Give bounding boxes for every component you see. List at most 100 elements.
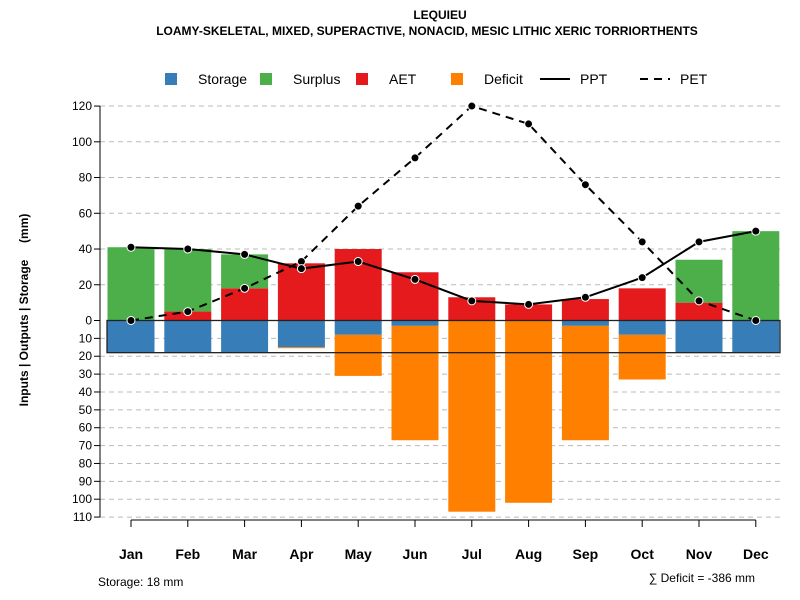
pet-point xyxy=(524,119,534,129)
ppt-point xyxy=(296,264,306,274)
surplus-bar-dec xyxy=(732,231,780,321)
ppt-point xyxy=(580,292,590,302)
pet-point xyxy=(751,316,761,325)
legend-swatch-surplus xyxy=(260,73,272,85)
surplus-bar-jan xyxy=(107,247,155,321)
pet-line xyxy=(130,104,757,322)
storage-bar-mar xyxy=(221,320,269,353)
pet-point xyxy=(410,153,420,163)
ppt-point xyxy=(183,244,193,254)
y-tick-label: 90 xyxy=(79,474,93,488)
x-tick-label-feb: Feb xyxy=(175,546,200,562)
legend-swatch-deficit xyxy=(451,73,463,85)
legend-label-ppt: PPT xyxy=(580,71,608,87)
y-tick-label: 80 xyxy=(79,456,93,470)
x-tick-label-jul: Jul xyxy=(462,546,482,562)
pet-point xyxy=(580,180,590,190)
surplus-bar-feb xyxy=(164,249,212,312)
ppt-point xyxy=(240,249,250,259)
ppt-point xyxy=(126,242,136,252)
x-tick-label-mar: Mar xyxy=(232,546,257,562)
x-tick-label-apr: Apr xyxy=(289,546,314,562)
ppt-line xyxy=(130,230,756,306)
y-tick-label: 0 xyxy=(85,314,92,328)
deficit-bar-aug xyxy=(505,320,553,503)
deficit-bar-jul xyxy=(448,320,496,512)
aet-bar-nov xyxy=(675,302,723,321)
y-tick-label: 120 xyxy=(72,99,92,113)
storage-bar-may xyxy=(334,320,382,335)
pet-point xyxy=(126,316,136,325)
deficit-sum: ∑ Deficit = -386 mm xyxy=(649,571,755,585)
chart-subtitle: LOAMY-SKELETAL, MIXED, SUPERACTIVE, NONA… xyxy=(156,24,698,38)
x-tick-label-sep: Sep xyxy=(573,546,599,562)
y-tick-label: 100 xyxy=(72,492,92,506)
y-tick-label: 110 xyxy=(73,510,92,524)
ppt-point xyxy=(694,237,704,247)
x-tick-label-may: May xyxy=(345,546,372,562)
ppt-point xyxy=(751,226,761,236)
storage-bar-dec xyxy=(732,320,780,353)
y-tick-label: 50 xyxy=(79,403,93,417)
storage-bar-sep xyxy=(561,320,609,326)
aet-bar-oct xyxy=(618,288,666,321)
y-tick-label: 40 xyxy=(79,242,93,256)
y-tick-label: 100 xyxy=(72,135,92,149)
ppt-point xyxy=(467,296,477,306)
x-tick-label-oct: Oct xyxy=(631,546,655,562)
aet-bar-aug xyxy=(505,304,553,321)
surplus-bar-mar xyxy=(221,254,269,289)
legend-label-surplus: Surplus xyxy=(293,71,340,87)
legend-label-storage: Storage xyxy=(198,71,247,87)
legend-swatch-storage xyxy=(165,73,177,85)
deficit-bar-jun xyxy=(391,325,439,441)
deficit-bar-sep xyxy=(561,325,609,441)
deficit-bar-apr xyxy=(277,347,325,349)
storage-capacity-box xyxy=(106,319,781,354)
y-axis-label: Inputs | Outputs | Storage (mm) xyxy=(17,214,31,407)
x-tick-label-jun: Jun xyxy=(403,546,428,562)
legend-label-aet: AET xyxy=(389,71,417,87)
pet-point xyxy=(467,101,477,111)
surplus-bar-nov xyxy=(675,259,723,303)
aet-bar-mar xyxy=(221,288,269,321)
storage-bar-jun xyxy=(391,320,439,326)
ppt-point xyxy=(637,273,647,283)
deficit-bar-may xyxy=(334,334,382,376)
aet-bar-sep xyxy=(561,299,609,321)
deficit-bar-oct xyxy=(618,334,666,380)
pet-point xyxy=(183,307,193,317)
aet-bar-jul xyxy=(448,297,496,321)
ppt-point xyxy=(410,274,420,284)
storage-note: Storage: 18 mm xyxy=(98,575,183,589)
y-tick-label: 60 xyxy=(79,421,93,435)
ppt-point xyxy=(524,299,534,309)
x-tick-label-nov: Nov xyxy=(686,546,713,562)
y-tick-label: 10 xyxy=(79,331,93,345)
storage-bar-nov xyxy=(675,320,723,353)
storage-bar-jan xyxy=(107,320,155,353)
storage-bar-feb xyxy=(164,320,212,353)
ppt-point xyxy=(353,257,363,267)
y-tick-label: 40 xyxy=(79,385,93,399)
legend-label-pet: PET xyxy=(680,71,708,87)
chart-title: LEQUIEU xyxy=(413,8,466,22)
storage-bar-oct xyxy=(618,320,666,335)
pet-point xyxy=(694,296,704,306)
x-tick-label-jan: Jan xyxy=(119,546,143,562)
x-tick-label-dec: Dec xyxy=(743,546,769,562)
y-tick-label: 20 xyxy=(79,349,93,363)
pet-point xyxy=(353,201,363,211)
y-tick-label: 80 xyxy=(79,171,93,185)
storage-bar-apr xyxy=(277,320,325,348)
pet-point xyxy=(240,283,250,293)
x-tick-label-aug: Aug xyxy=(515,546,542,562)
y-tick-label: 60 xyxy=(79,206,93,220)
y-tick-label: 30 xyxy=(79,367,93,381)
y-tick-label: 70 xyxy=(79,439,93,453)
y-tick-label: 20 xyxy=(79,278,93,292)
pet-point xyxy=(637,237,647,247)
legend-label-deficit: Deficit xyxy=(484,71,523,87)
